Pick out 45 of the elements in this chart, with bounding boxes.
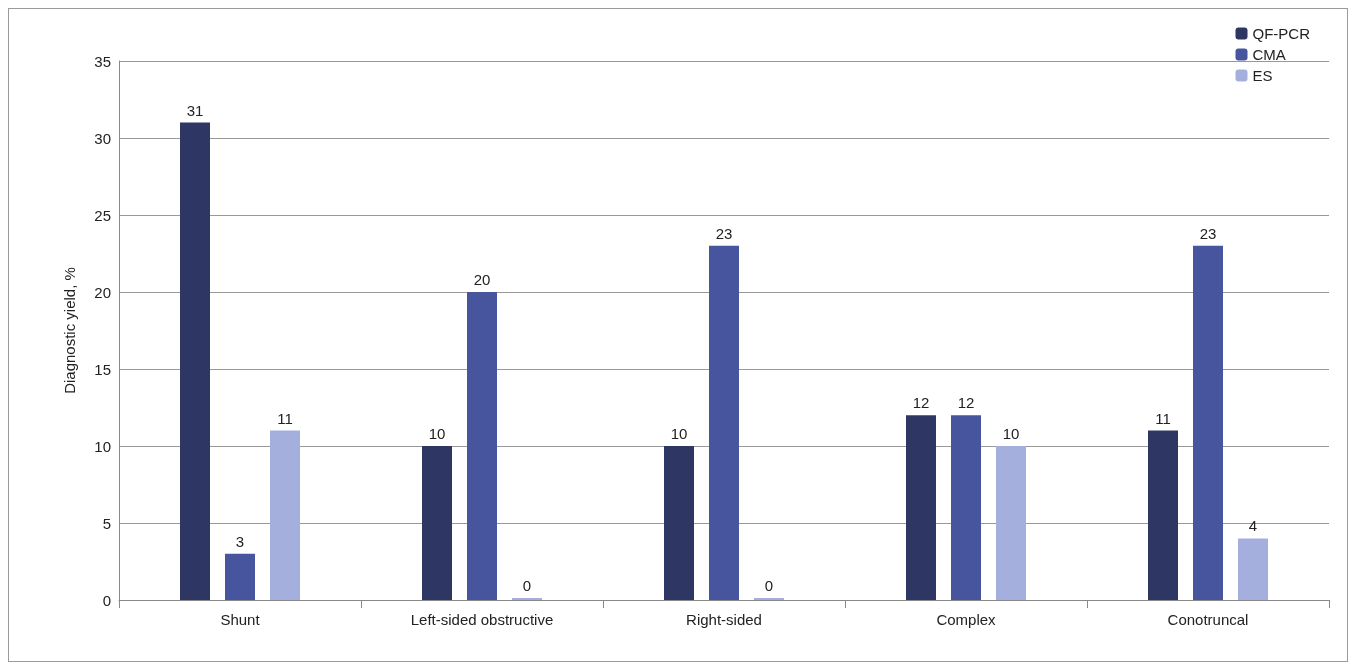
bar bbox=[1238, 538, 1268, 600]
data-label: 10 bbox=[1002, 425, 1020, 442]
bar bbox=[180, 122, 210, 600]
y-tick-label: 0 bbox=[102, 591, 111, 609]
data-label: 11 bbox=[277, 409, 293, 427]
bar bbox=[467, 292, 497, 600]
bar bbox=[1193, 245, 1223, 600]
data-label: 0 bbox=[522, 577, 532, 594]
x-tick-label: Conotruncal bbox=[1167, 611, 1249, 628]
y-tick-label: 15 bbox=[94, 360, 111, 378]
legend-label: QF-PCR bbox=[1252, 25, 1311, 42]
legend-label: ES bbox=[1252, 67, 1273, 84]
bar bbox=[422, 446, 452, 600]
y-tick-label: 35 bbox=[94, 52, 111, 70]
y-tick-label: 25 bbox=[94, 206, 111, 224]
y-axis-title: Diagnostic yield, % bbox=[61, 267, 78, 394]
data-label: 0 bbox=[764, 577, 774, 594]
y-tick-label: 20 bbox=[94, 283, 111, 301]
data-label: 31 bbox=[186, 101, 204, 119]
bar bbox=[709, 245, 739, 600]
x-tick-label: Complex bbox=[936, 611, 997, 628]
bar bbox=[996, 446, 1026, 600]
bar bbox=[225, 553, 255, 600]
data-label: 20 bbox=[473, 271, 491, 288]
x-tick-label: Left-sided obstructive bbox=[410, 611, 554, 628]
data-label: 12 bbox=[957, 394, 975, 412]
x-tick-label: Right-sided bbox=[686, 611, 762, 628]
data-label: 11 bbox=[1155, 409, 1171, 427]
data-label: 4 bbox=[1248, 517, 1258, 535]
bar bbox=[951, 415, 981, 600]
y-tick-label: 5 bbox=[102, 514, 111, 532]
legend-label: CMA bbox=[1252, 46, 1286, 63]
data-label: 12 bbox=[912, 394, 930, 412]
data-label: 10 bbox=[670, 425, 688, 442]
data-label: 10 bbox=[428, 425, 446, 442]
bar bbox=[664, 446, 694, 600]
y-tick-label: 30 bbox=[94, 129, 111, 147]
x-tick-label: Shunt bbox=[220, 611, 261, 628]
data-label: 3 bbox=[235, 532, 245, 550]
data-label: 23 bbox=[715, 224, 733, 242]
bar bbox=[906, 415, 936, 600]
bar bbox=[1148, 430, 1178, 600]
bar bbox=[270, 430, 300, 600]
y-tick-label: 10 bbox=[94, 437, 111, 455]
data-label: 23 bbox=[1199, 224, 1217, 242]
